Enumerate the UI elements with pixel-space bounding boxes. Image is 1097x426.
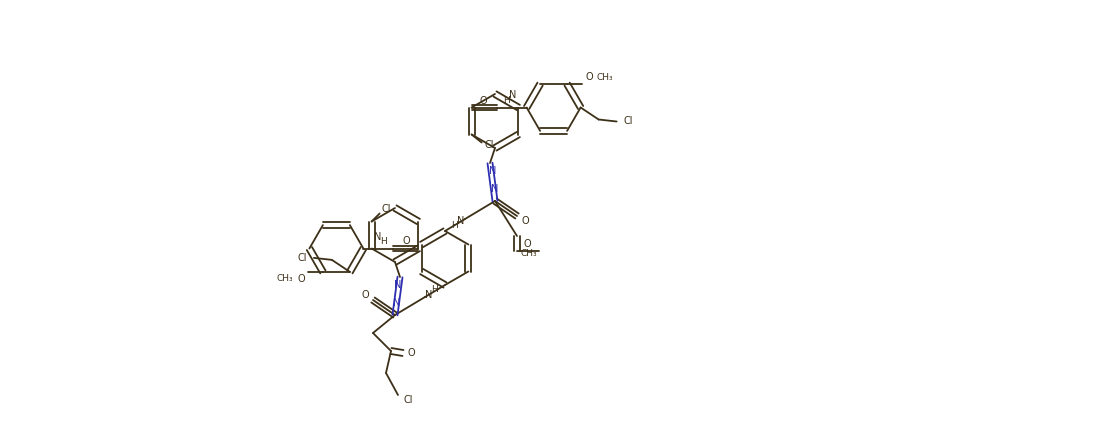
Text: CH₃: CH₃ <box>597 72 613 82</box>
Text: O: O <box>523 239 531 249</box>
Text: N: N <box>374 231 381 242</box>
Text: Cl: Cl <box>624 116 633 127</box>
Text: O: O <box>407 348 415 358</box>
Text: H: H <box>380 237 387 246</box>
Text: N: N <box>489 166 497 176</box>
Text: N: N <box>491 184 499 194</box>
Text: H: H <box>452 222 459 230</box>
Text: N: N <box>426 290 432 300</box>
Text: N: N <box>457 216 465 226</box>
Text: O: O <box>586 72 593 82</box>
Text: N: N <box>394 280 402 290</box>
Text: Cl: Cl <box>404 395 412 405</box>
Text: O: O <box>479 95 487 106</box>
Text: CH₃: CH₃ <box>276 274 293 283</box>
Text: O: O <box>403 236 410 245</box>
Text: O: O <box>297 274 305 284</box>
Text: N: N <box>394 298 400 308</box>
Text: Cl: Cl <box>382 204 392 215</box>
Text: N: N <box>509 90 517 101</box>
Text: H: H <box>504 96 510 105</box>
Text: O: O <box>361 290 369 300</box>
Text: Cl: Cl <box>485 139 495 150</box>
Text: H: H <box>431 285 439 294</box>
Text: CH₃: CH₃ <box>521 248 538 257</box>
Text: Cl: Cl <box>297 253 307 263</box>
Text: O: O <box>521 216 529 226</box>
